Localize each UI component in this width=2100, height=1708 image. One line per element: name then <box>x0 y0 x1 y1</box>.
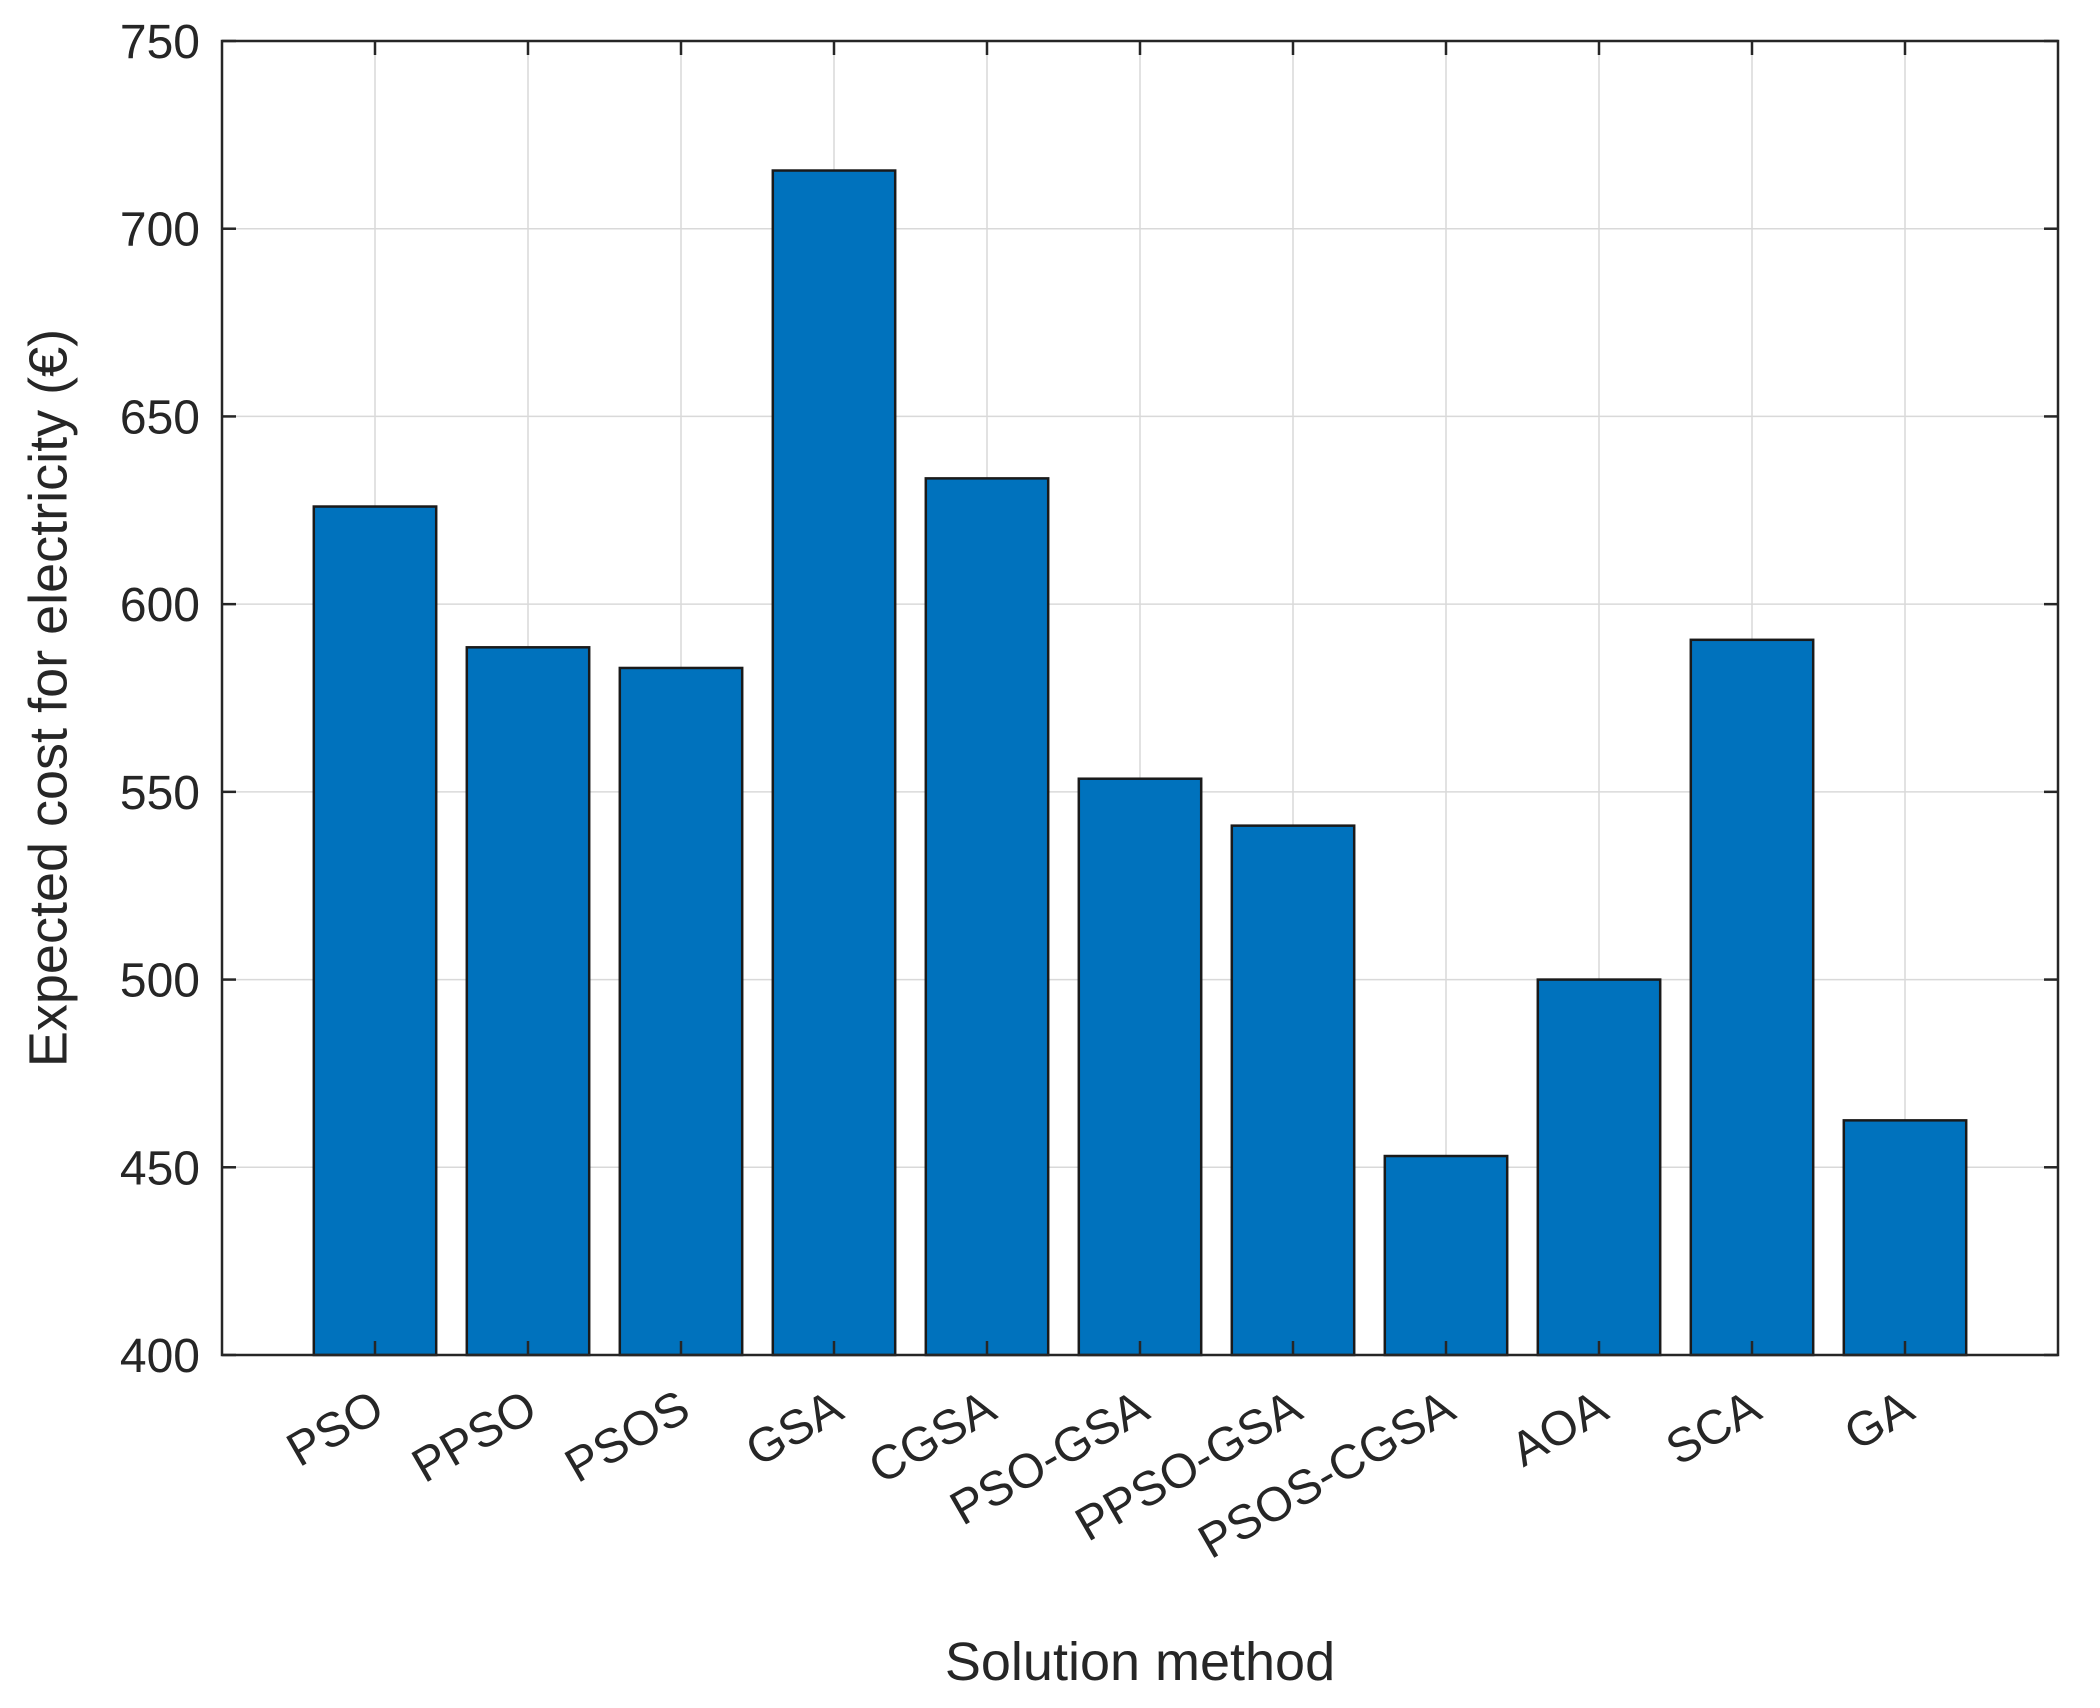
bar-ppso-gsa <box>1230 824 1356 1357</box>
bar-pso <box>312 505 438 1357</box>
y-tick-labels: 400 450 500 550 600 650 700 750 <box>120 16 200 1383</box>
axes <box>220 39 2060 1357</box>
bar-ga <box>1842 1119 1968 1357</box>
bar-psos <box>618 666 744 1357</box>
x-tick-label: PSOS <box>556 1381 698 1494</box>
x-tick-label: PPSO <box>403 1381 545 1494</box>
x-tick-label: GA <box>1836 1381 1923 1462</box>
bars <box>312 169 1968 1357</box>
bar-sca <box>1689 638 1815 1357</box>
bar-aoa <box>1536 978 1662 1357</box>
x-tick-label: GSA <box>737 1381 851 1478</box>
y-tick-label: 550 <box>120 767 200 820</box>
y-tick-label: 750 <box>120 16 200 69</box>
x-tick-label: AOA <box>1502 1381 1616 1478</box>
x-tick-label: PSOS-CGSA <box>1190 1381 1464 1570</box>
x-axis-label: Solution method <box>945 1632 1335 1692</box>
x-tick-labels: PSO PPSO PSOS GSA CGSAPSO-GSAPPSO-GSAPSOS-CG… <box>278 1381 1922 1570</box>
bar-psos-cgsa <box>1383 1154 1509 1357</box>
y-tick-label: 500 <box>120 955 200 1008</box>
bar-ppso <box>465 646 591 1357</box>
y-axis-label: Expected cost for electricity (€) <box>18 329 78 1067</box>
y-tick-label: 650 <box>120 391 200 444</box>
x-tick-label: PSO <box>278 1381 392 1478</box>
bar-pso-gsa <box>1077 777 1203 1357</box>
bar-gsa <box>771 169 897 1357</box>
y-tick-label: 400 <box>120 1330 200 1383</box>
bar-cgsa <box>924 477 1050 1357</box>
y-tick-label: 450 <box>120 1142 200 1195</box>
y-tick-label: 600 <box>120 579 200 632</box>
x-tick-label: SCA <box>1658 1381 1770 1476</box>
y-tick-label: 700 <box>120 204 200 257</box>
